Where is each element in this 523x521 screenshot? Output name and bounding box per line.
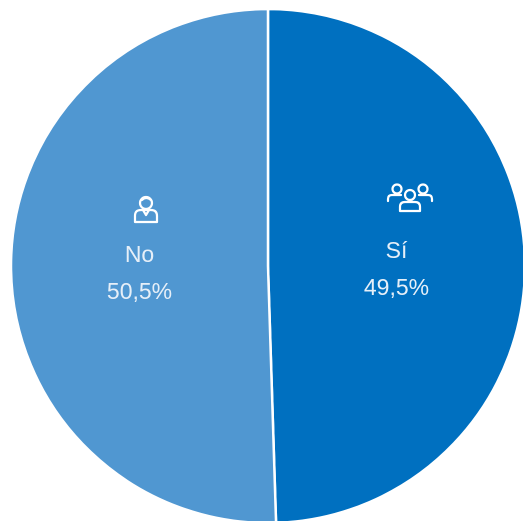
pie-slice: [266, 7, 523, 521]
slice-label: Sí: [386, 237, 408, 263]
slices: [9, 7, 523, 521]
person-icon: [133, 195, 159, 224]
slice-value-label: 50,5%: [107, 278, 172, 304]
slice-value-label: 49,5%: [364, 274, 429, 300]
pie-slice: [9, 7, 278, 521]
group-icon: [386, 183, 434, 213]
slice-label: No: [125, 241, 154, 267]
